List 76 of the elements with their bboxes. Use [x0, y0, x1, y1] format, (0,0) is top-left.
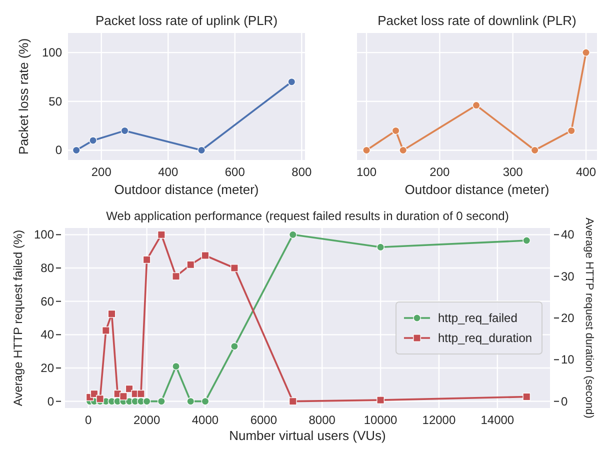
chart-title: Web application performance (request failed results in duration of 0 second) [106, 209, 509, 223]
point [567, 126, 576, 135]
point [186, 397, 195, 406]
point [198, 146, 206, 154]
x-tick-label: 600 [224, 165, 246, 179]
y-axis-title: Packet loss rate (%) [16, 38, 31, 155]
point [89, 136, 97, 144]
y2-tick-label: 10 [561, 352, 575, 367]
x-tick-label: 100 [356, 165, 377, 179]
point [172, 272, 180, 280]
y-tick-label: 0 [47, 394, 54, 408]
x-tick-label: 0 [85, 413, 92, 427]
chart-title: Packet loss rate of downlink (PLR) [378, 13, 576, 28]
x-axis-title: Outdoor distance (meter) [404, 182, 550, 197]
y-tick-label: 100 [34, 228, 54, 242]
x-tick-label: 300 [502, 165, 524, 179]
point [142, 256, 151, 264]
point [288, 230, 297, 239]
y2-tick-label: 20 [561, 311, 575, 325]
point [522, 392, 531, 401]
x-tick-label: 6000 [250, 413, 278, 427]
y-tick-label: 100 [42, 46, 62, 60]
x-tick-label: 10000 [364, 413, 398, 427]
point [108, 310, 116, 318]
point [96, 394, 104, 403]
point [172, 362, 180, 370]
x-tick-label: 12000 [422, 413, 456, 427]
point [288, 397, 297, 406]
point [376, 396, 384, 404]
point [472, 101, 480, 110]
point [399, 146, 408, 154]
point [362, 146, 370, 154]
y-tick-label: 50 [48, 94, 62, 108]
x-axis-title: Number virtual users (VUs) [229, 428, 386, 443]
point [201, 397, 210, 406]
y-tick-label: 20 [40, 361, 54, 375]
point [288, 78, 296, 86]
y2-tick-label: 0 [561, 394, 568, 408]
point [120, 126, 129, 135]
point [230, 342, 238, 350]
chart-title: Packet loss rate of uplink (PLR) [95, 13, 278, 28]
x-tick-label: 200 [430, 165, 450, 179]
point [137, 390, 145, 398]
point [530, 146, 539, 154]
point [522, 236, 531, 244]
x-tick-label: 400 [576, 165, 596, 179]
point [376, 243, 384, 252]
point [201, 252, 210, 260]
x-tick-label: 2000 [133, 413, 160, 427]
y2-axis-title: Average HTTP request duration (second) [583, 218, 595, 418]
point [392, 126, 400, 135]
point [157, 230, 166, 239]
x-tick-label: 400 [158, 165, 178, 179]
x-tick-label: 800 [292, 165, 312, 179]
point [142, 397, 151, 406]
x-tick-label: 8000 [308, 413, 336, 427]
point [102, 326, 110, 334]
y2-tick-label: 40 [561, 228, 575, 242]
y-tick-label: 80 [40, 261, 54, 275]
legend-label: http_req_failed [438, 311, 518, 325]
y-axis-title: Average HTTP request failed (%) [11, 230, 25, 406]
point [230, 264, 238, 272]
point [186, 260, 195, 269]
legend-label: http_req_duration [438, 331, 532, 345]
y-tick-label: 0 [55, 143, 62, 158]
y-tick-label: 60 [40, 294, 54, 308]
x-tick-label: 4000 [192, 413, 219, 427]
x-axis-title: Outdoor distance (meter) [114, 182, 259, 197]
point [157, 397, 166, 406]
x-tick-label: 14000 [480, 413, 514, 427]
point [582, 48, 590, 56]
point [119, 392, 128, 400]
y2-tick-label: 30 [561, 269, 575, 284]
x-tick-label: 200 [91, 165, 112, 179]
y-tick-label: 40 [40, 328, 54, 342]
point [72, 146, 80, 154]
